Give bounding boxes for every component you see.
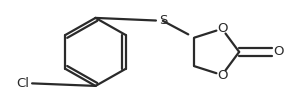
Text: O: O — [274, 45, 284, 58]
Text: S: S — [159, 14, 167, 27]
Text: O: O — [217, 22, 227, 35]
Text: O: O — [217, 69, 227, 82]
Text: Cl: Cl — [17, 77, 30, 89]
